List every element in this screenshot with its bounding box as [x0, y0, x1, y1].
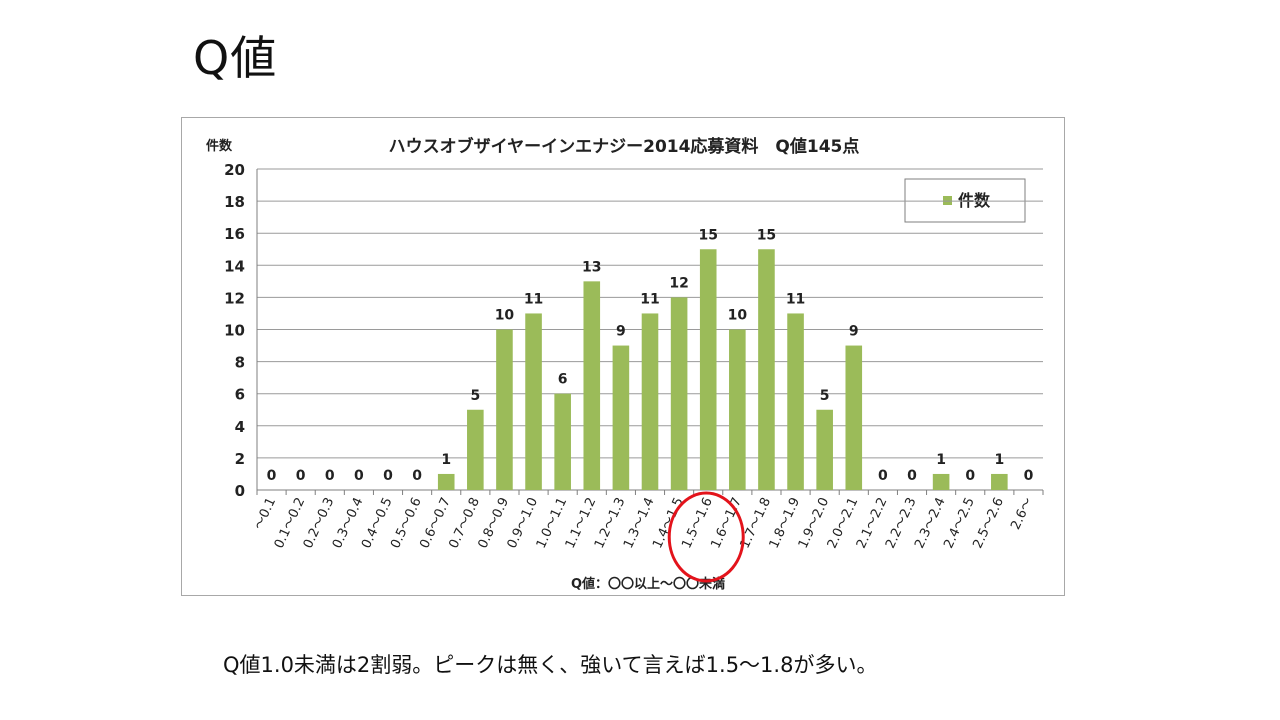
bar	[699, 249, 717, 490]
bar	[437, 473, 455, 490]
bar	[525, 313, 542, 490]
data-label: 9	[849, 324, 859, 340]
bar	[583, 281, 601, 490]
data-label: 5	[470, 388, 480, 404]
data-label: 11	[524, 291, 543, 307]
data-label: 5	[820, 388, 830, 404]
highlight-circle-annotation	[667, 491, 745, 583]
y-tick-label: 16	[224, 225, 245, 243]
legend: 件数	[904, 178, 1026, 223]
y-tick-label: 6	[235, 386, 245, 404]
histogram-chart: ハウスオブザイヤーインエナジー2014応募資料 Q値145点 件数 Q値：〇〇以…	[206, 136, 1044, 592]
legend-box	[904, 178, 1026, 223]
bar	[612, 345, 630, 490]
bar	[816, 409, 833, 490]
data-label: 0	[412, 468, 422, 484]
data-label: 9	[616, 324, 626, 340]
bar	[496, 329, 513, 490]
x-axis-label: Q値：〇〇以上～〇〇未満	[571, 576, 725, 592]
y-tick-label: 2	[235, 450, 245, 468]
data-label: 0	[354, 468, 364, 484]
data-label: 1	[936, 452, 946, 468]
bar	[467, 409, 484, 490]
y-tick-label: 4	[235, 418, 245, 436]
data-label: 0	[325, 468, 335, 484]
data-label: 10	[728, 308, 748, 324]
data-label: 11	[640, 291, 659, 307]
legend-label: 件数	[958, 191, 991, 210]
bar	[932, 473, 950, 490]
data-label: 15	[698, 227, 717, 243]
data-label: 0	[296, 468, 306, 484]
y-tick-label: 12	[224, 289, 245, 307]
data-label: 0	[1024, 468, 1034, 484]
data-label: 0	[965, 468, 975, 484]
y-axis-label: 件数	[206, 138, 233, 154]
bar	[758, 249, 775, 490]
y-tick-label: 10	[224, 322, 245, 340]
data-label: 0	[878, 468, 888, 484]
y-tick-label: 18	[224, 193, 245, 211]
data-label: 12	[669, 275, 688, 291]
slide-caption: Q値1.0未満は2割弱。ピークは無く、強いて言えば1.5～1.8が多い。	[223, 653, 878, 677]
data-label: 10	[495, 308, 515, 324]
bar	[670, 297, 688, 490]
bar	[845, 345, 863, 490]
bar	[787, 313, 804, 490]
data-label: 13	[582, 259, 601, 275]
slide-title: Q値	[193, 31, 278, 85]
data-label: 0	[907, 468, 917, 484]
y-tick-label: 20	[224, 161, 245, 179]
data-label: 0	[383, 468, 393, 484]
data-label: 1	[994, 452, 1004, 468]
data-label: 1	[441, 452, 451, 468]
legend-swatch	[943, 196, 952, 205]
bar	[991, 473, 1008, 490]
bar	[729, 329, 746, 490]
data-label: 6	[558, 372, 568, 388]
x-tick-label: ～0.1	[251, 495, 279, 532]
bar	[554, 393, 571, 490]
y-tick-label: 14	[224, 257, 245, 275]
y-tick-label: 8	[235, 354, 245, 372]
x-tick-label: 2.6～	[1008, 495, 1036, 532]
chart-title: ハウスオブザイヤーインエナジー2014応募資料 Q値145点	[389, 136, 860, 157]
data-label: 11	[786, 291, 805, 307]
data-label: 0	[267, 468, 277, 484]
bar	[641, 313, 659, 490]
data-label: 15	[757, 227, 776, 243]
chart-frame: ハウスオブザイヤーインエナジー2014応募資料 Q値145点 件数 Q値：〇〇以…	[181, 117, 1065, 596]
y-tick-label: 0	[235, 482, 245, 500]
